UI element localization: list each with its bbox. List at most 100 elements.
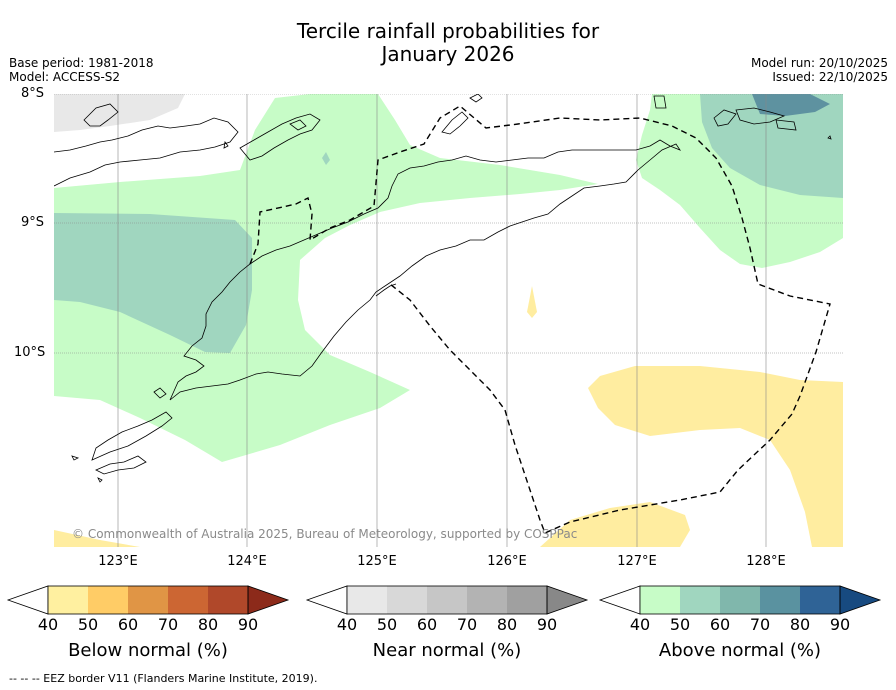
colorbar-tick-label: 40 (336, 615, 358, 634)
below-normal-region-sw (54, 530, 140, 547)
coastline-rote-2 (95, 455, 147, 475)
colorbar-swatch (208, 586, 248, 614)
colorbar-label-below: Below normal (%) (68, 640, 228, 661)
coastline-islet-4 (97, 477, 103, 483)
coastline-alor-2 (289, 119, 307, 131)
colorbar-tick-label: 70 (157, 615, 179, 634)
lon-label-128e: 128°E (746, 554, 786, 569)
colorbar-near-normal (305, 585, 589, 615)
lon-label-125e: 125°E (357, 554, 397, 569)
map-plot-area: © Commonwealth of Australia 2025, Bureau… (54, 94, 843, 547)
colorbar-swatch (347, 586, 387, 614)
colorbar-extend-low (305, 585, 348, 615)
colorbar-swatch (427, 586, 467, 614)
colorbar-tick-label: 80 (496, 615, 518, 634)
coastline-babar (653, 95, 667, 109)
title-line-1: Tercile rainfall probabilities for (296, 19, 600, 43)
coastline-tanimbar (713, 109, 737, 127)
colorbar-extend-low (598, 585, 641, 615)
colorbar-extend-high (839, 585, 882, 615)
coastline-alor (239, 113, 321, 161)
colorbar-swatch (800, 586, 840, 614)
above-normal-70-region (752, 94, 830, 116)
below-normal-region-east (588, 366, 843, 547)
colorbar-label-above: Above normal (%) (658, 640, 822, 661)
coastline-timor (169, 139, 682, 401)
colorbar-tick-label: 70 (456, 615, 478, 634)
coastline-flores-2 (83, 103, 119, 127)
colorbar-swatch (168, 586, 208, 614)
base-period: Base period: 1981-2018 (9, 56, 154, 70)
colorbar-tick-label: 60 (709, 615, 731, 634)
colorbar-swatch (680, 586, 720, 614)
model-run: Model run: 20/10/2025 (750, 56, 888, 70)
coastline-rote (91, 411, 173, 461)
above-normal-region-west (54, 94, 598, 462)
lon-label-124e: 124°E (227, 554, 267, 569)
map-title: Tercile rainfall probabilities for Janua… (0, 20, 896, 66)
colorbar-tick-label: 70 (749, 615, 771, 634)
coastline-timor-inner (375, 283, 397, 297)
colorbar-above-normal (598, 585, 882, 615)
colorbar-tick-label: 90 (829, 615, 851, 634)
colorbar-extend-low (6, 585, 49, 615)
colorbar-below-normal (6, 585, 290, 615)
title-line-2: January 2026 (381, 42, 515, 66)
coastline-wetar (441, 111, 469, 135)
lat-label-10s: 10°S (14, 345, 46, 360)
coastline-flores (54, 117, 239, 187)
lon-label-123e: 123°E (98, 554, 138, 569)
coastline-islet-6 (827, 135, 832, 140)
colorbar-swatch (760, 586, 800, 614)
colorbar-extend-high (546, 585, 589, 615)
coastline-islet-1 (223, 141, 229, 149)
colorbar-label-near: Near normal (%) (372, 640, 522, 661)
colorbar-swatch (507, 586, 547, 614)
colorbar-tick-label: 60 (117, 615, 139, 634)
below-normal-region-south (540, 502, 690, 547)
lon-label-127e: 127°E (617, 554, 657, 569)
meta-right: Model run: 20/10/2025 Issued: 22/10/2025 (751, 56, 888, 84)
copyright-text: © Commonwealth of Australia 2025, Bureau… (72, 527, 577, 541)
above-normal-50-region-west (54, 213, 252, 353)
model-name: Model: ACCESS-S2 (9, 70, 121, 84)
colorbar-swatch (467, 586, 507, 614)
colorbar-extend-high (247, 585, 290, 615)
above-normal-50-region-east (700, 94, 843, 198)
coastline-islet-3 (71, 455, 80, 461)
below-normal-spike (527, 286, 537, 318)
colorbar-tick-label: 50 (669, 615, 691, 634)
colorbar-tick-label: 90 (536, 615, 558, 634)
coastline-tanimbar-2 (735, 107, 786, 125)
lon-label-126e: 126°E (487, 554, 527, 569)
colorbar-swatch (88, 586, 128, 614)
above-normal-50-spot (322, 152, 330, 165)
eez-footnote: -- -- -- EEZ border V11 (Flanders Marine… (9, 672, 318, 685)
colorbar-tick-label: 60 (416, 615, 438, 634)
gridlines (54, 94, 843, 547)
colorbar-tick-label: 40 (37, 615, 59, 634)
colorbar-tick-label: 90 (237, 615, 259, 634)
colorbar-tick-label: 80 (789, 615, 811, 634)
coastline-islet-5 (469, 94, 483, 103)
issued-date: Issued: 22/10/2025 (772, 70, 888, 84)
colorbar-tick-label: 50 (77, 615, 99, 634)
colorbar-swatch (48, 586, 88, 614)
colorbar-tick-label: 40 (629, 615, 651, 634)
meta-left: Base period: 1981-2018 Model: ACCESS-S2 (9, 56, 154, 84)
colorbar-frame (346, 585, 548, 615)
colorbar-swatch (640, 586, 680, 614)
colorbars (6, 585, 882, 615)
colorbar-frame (639, 585, 841, 615)
eez-border (249, 105, 831, 534)
lat-label-9s: 9°S (21, 215, 45, 230)
colorbar-swatch (387, 586, 427, 614)
coastline-tanimbar-3 (775, 119, 797, 131)
colorbar-swatch (720, 586, 760, 614)
colorbar-tick-label: 80 (197, 615, 219, 634)
lat-label-8s: 8°S (21, 86, 45, 101)
coastline-islet-2 (153, 387, 167, 399)
colorbar-frame (47, 585, 249, 615)
colorbar-swatch (128, 586, 168, 614)
